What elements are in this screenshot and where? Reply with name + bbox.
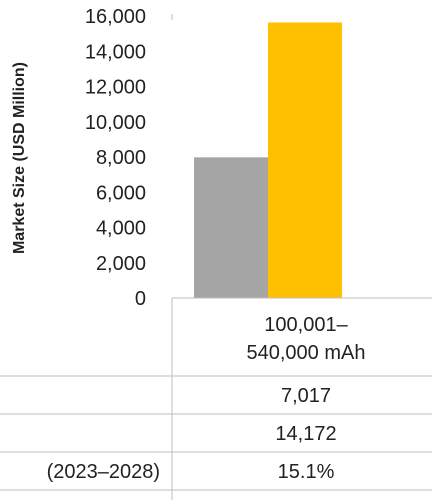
y-tick-label: 12,000	[85, 77, 146, 99]
y-axis-tick-labels: 0 2,000 4,000 6,000 8,000 10,000 12,000 14,000 1…	[85, 6, 146, 310]
table-grid	[0, 297, 432, 500]
table-cell-value: 15.1%	[278, 461, 335, 483]
y-axis-title: Market Size (USD Million)	[11, 62, 28, 254]
bar-series-2	[268, 22, 342, 299]
y-tick-label: 2,000	[96, 253, 146, 275]
table-row-label: (2023–2028)	[47, 461, 160, 483]
y-tick-label: 14,000	[85, 41, 146, 63]
table-cell-value: 14,172	[275, 423, 336, 445]
category-labels: 100,001– 540,000 mAh	[247, 314, 366, 364]
x-category-label: 100,001– 540,000 mAh	[247, 314, 366, 364]
y-tick-label: 10,000	[85, 112, 146, 134]
y-tick-label: 8,000	[96, 147, 146, 169]
y-tick-label: 4,000	[96, 218, 146, 240]
y-tick-label: 0	[135, 288, 146, 310]
table-cell-value: 7,017	[281, 385, 331, 407]
data-table: 7,017 14,172 (2023–2028) 15.1%	[47, 385, 337, 483]
y-tick-label: 6,000	[96, 182, 146, 204]
bar-series-1	[194, 157, 268, 298]
y-tick-label: 16,000	[85, 6, 146, 28]
bars	[194, 22, 342, 299]
